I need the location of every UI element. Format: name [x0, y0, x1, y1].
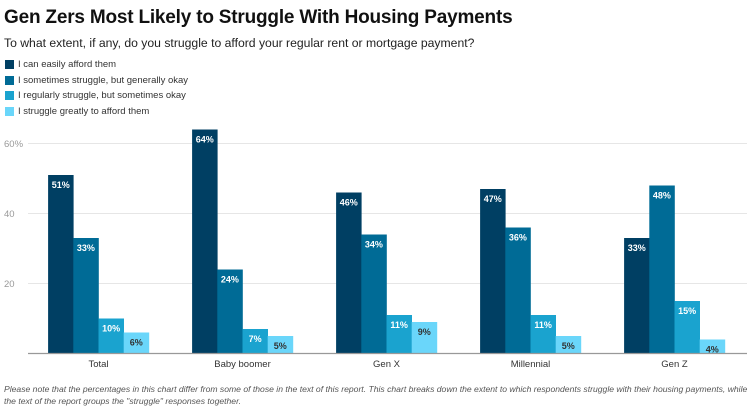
x-category-label: Total	[88, 359, 108, 370]
bar-data-label: 34%	[365, 240, 383, 250]
bar	[411, 322, 438, 354]
bar	[361, 234, 387, 354]
bar-data-label: 15%	[678, 306, 696, 316]
legend-label: I regularly struggle, but sometimes okay	[18, 90, 186, 102]
legend-item-struggle-greatly: I struggle greatly to afford them	[5, 104, 188, 120]
bar-data-label: 11%	[534, 320, 552, 330]
bar	[48, 175, 74, 354]
x-category-label: Gen X	[373, 359, 401, 370]
x-category-label: Gen Z	[661, 359, 688, 370]
bar	[123, 332, 150, 354]
bar-data-label: 6%	[130, 338, 143, 348]
bar	[73, 238, 99, 354]
bar	[505, 227, 531, 354]
footnote: Please note that the percentages in this…	[4, 384, 748, 406]
bar	[386, 315, 412, 354]
legend: I can easily afford them I sometimes str…	[5, 57, 188, 119]
x-category-label: Millennial	[511, 359, 551, 370]
bar-data-label: 5%	[562, 341, 575, 351]
bar	[267, 336, 294, 354]
bar-data-label: 4%	[706, 345, 719, 355]
bar	[98, 318, 124, 354]
legend-label: I sometimes struggle, but generally okay	[18, 74, 189, 86]
bar-data-label: 46%	[340, 198, 358, 208]
legend-item-sometimes-struggle: I sometimes struggle, but generally okay	[5, 73, 188, 89]
bar-data-label: 7%	[249, 334, 262, 344]
chart-subtitle: To what extent, if any, do you struggle …	[4, 36, 475, 50]
bar-data-label: 33%	[77, 243, 95, 253]
bar	[242, 329, 268, 354]
bar	[555, 336, 582, 354]
bar-data-label: 11%	[390, 320, 408, 330]
bar-data-label: 24%	[221, 275, 239, 285]
legend-item-regularly-struggle: I regularly struggle, but sometimes okay	[5, 88, 188, 104]
chart-title: Gen Zers Most Likely to Struggle With Ho…	[4, 7, 513, 28]
bar	[674, 301, 700, 354]
bar-data-label: 36%	[509, 233, 527, 243]
bar	[217, 269, 243, 354]
bar-data-label: 47%	[484, 194, 502, 204]
bar-data-label: 10%	[102, 324, 120, 334]
bar-data-label: 33%	[628, 243, 646, 253]
bar-data-label: 64%	[196, 135, 214, 145]
bar	[624, 238, 650, 354]
bar-data-label: 51%	[52, 180, 70, 190]
y-tick-label: 60%	[4, 139, 24, 150]
legend-swatch	[5, 106, 14, 116]
bar	[649, 185, 675, 354]
bar-data-label: 9%	[418, 327, 431, 337]
legend-label: I can easily afford them	[18, 59, 117, 71]
bar-data-label: 5%	[274, 341, 287, 351]
bar	[480, 189, 506, 354]
legend-swatch	[5, 75, 14, 85]
bar	[336, 192, 362, 354]
bar-data-label: 48%	[653, 191, 671, 201]
bar	[192, 129, 218, 354]
legend-item-easily-afford: I can easily afford them	[5, 57, 188, 73]
x-category-label: Baby boomer	[214, 359, 271, 370]
bar	[699, 339, 726, 354]
bar	[530, 315, 556, 354]
legend-swatch	[5, 60, 14, 70]
legend-label: I struggle greatly to afford them	[18, 105, 150, 117]
y-tick-label: 40	[4, 209, 15, 220]
legend-swatch	[5, 91, 14, 101]
y-tick-label: 20	[4, 279, 15, 290]
